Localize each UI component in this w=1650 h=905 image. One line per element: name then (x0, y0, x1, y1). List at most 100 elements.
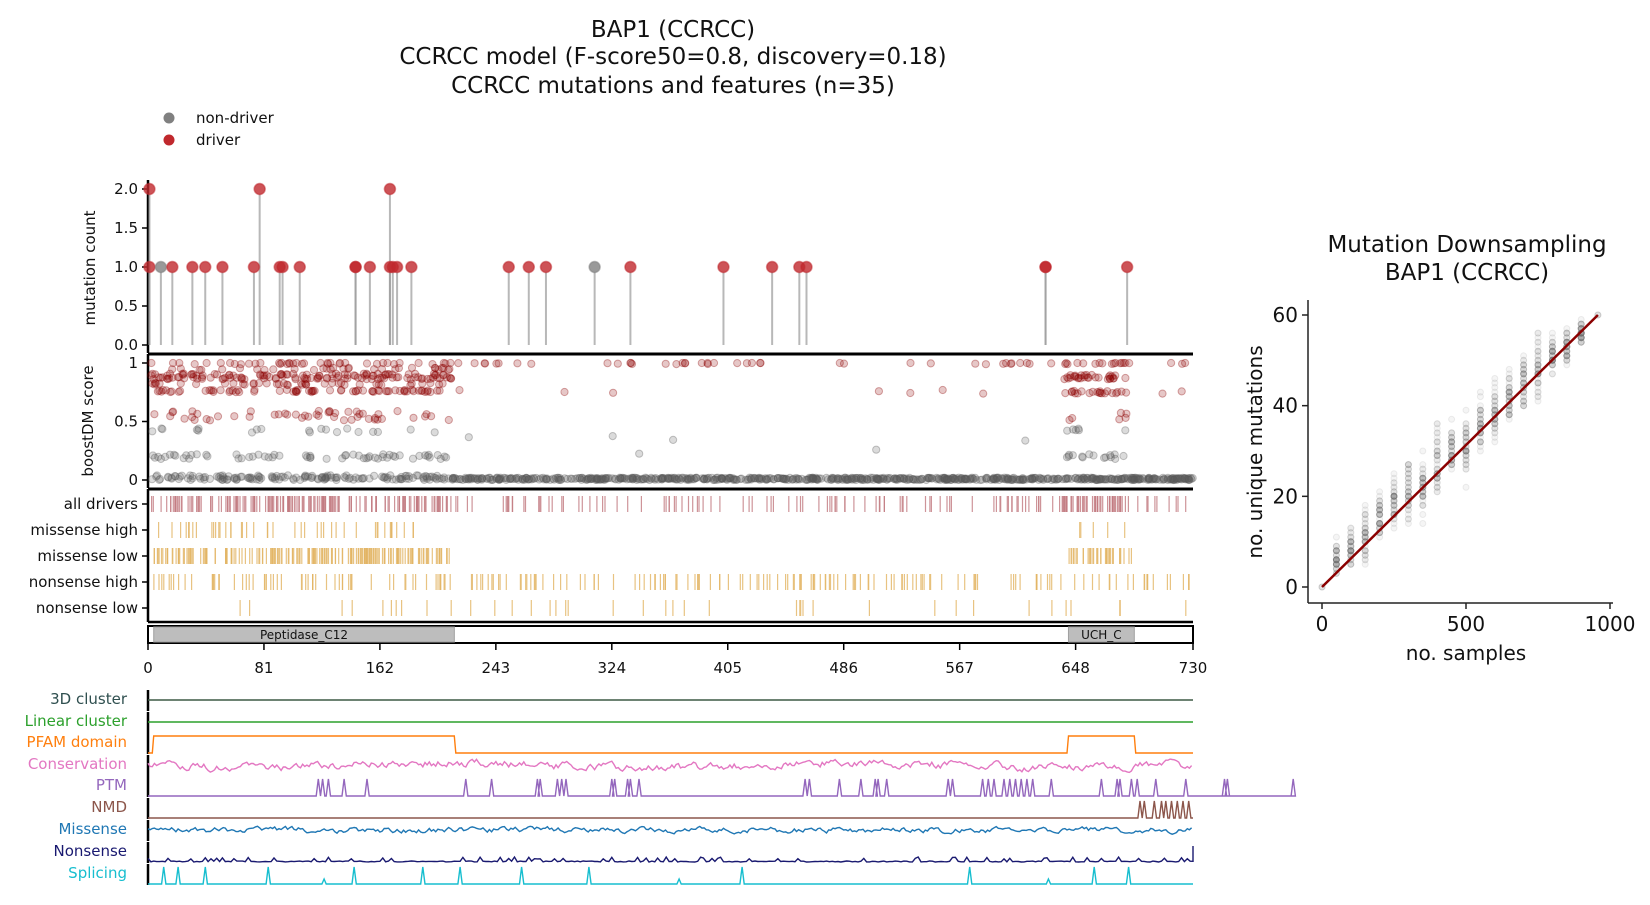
boostdm-non-driver-point (332, 473, 341, 482)
boostdm-non-driver-point (575, 474, 584, 483)
boostdm-driver-point (276, 370, 285, 379)
downsampling-point (1476, 406, 1484, 414)
boostdm-driver-point (277, 369, 286, 379)
boostdm-non-driver-point (1028, 474, 1037, 483)
boostdm-non-driver-point (354, 427, 363, 437)
downsampling-point (1448, 438, 1456, 446)
boostdm-non-driver-point (1087, 473, 1096, 482)
boostdm-non-driver-point (192, 450, 201, 459)
boostdm-non-driver-point (419, 472, 428, 481)
lollipop-driver-marker (276, 260, 289, 274)
boostdm-non-driver-point (464, 474, 473, 483)
boostdm-non-driver-point (645, 475, 654, 485)
boostdm-non-driver-point (1087, 475, 1096, 484)
boostdm-non-driver-point (952, 474, 961, 483)
downsampling-point (1332, 560, 1340, 568)
boostdm-driver-point (680, 359, 690, 368)
boostdm-driver-point (1077, 371, 1086, 380)
boostdm-driver-point (368, 387, 377, 396)
boostdm-non-driver-point (874, 475, 883, 484)
boostdm-non-driver-point (237, 454, 246, 463)
boostdm-non-driver-point (1000, 473, 1009, 482)
downsampling-point (1520, 393, 1528, 401)
boostdm-non-driver-point (661, 474, 670, 483)
lollipop-panel: mutation count 0.00.51.01.52.0 (81, 180, 1193, 356)
downsampling-point (1404, 465, 1412, 473)
boostdm-non-driver-point (365, 474, 374, 483)
x-tick-label: 405 (713, 659, 742, 677)
boostdm-driver-point (369, 387, 378, 396)
downsampling-point (1361, 560, 1369, 568)
downsampling-point (1361, 501, 1369, 509)
boostdm-non-driver-point (432, 475, 441, 484)
boostdm-non-driver-point (923, 473, 932, 483)
boostdm-non-driver-point (301, 451, 310, 460)
boostdm-non-driver-point (1071, 426, 1080, 435)
boostdm-non-driver-point (1029, 475, 1038, 484)
boostdm-non-driver-point (1015, 475, 1025, 484)
boostdm-non-driver-point (1100, 475, 1109, 484)
boostdm-non-driver-point (525, 475, 534, 484)
downsampling-point (1361, 506, 1369, 514)
boostdm-non-driver-point (477, 474, 487, 483)
boostdm-driver-point (285, 358, 294, 368)
boostdm-non-driver-point (868, 473, 877, 482)
boostdm-non-driver-point (741, 475, 750, 484)
downsampling-point (1548, 361, 1556, 369)
boostdm-driver-point (313, 374, 322, 383)
boostdm-non-driver-point (1121, 426, 1130, 435)
boostdm-non-driver-point (174, 474, 183, 484)
boostdm-driver-point (333, 373, 342, 382)
feature-line-conservation (147, 758, 1193, 774)
legend-marker-non-driver (163, 112, 175, 124)
boostdm-non-driver-point (1166, 475, 1175, 484)
boostdm-driver-point (357, 374, 366, 383)
boostdm-non-driver-point (725, 474, 734, 483)
boostdm-non-driver-point (690, 474, 699, 483)
downsampling-point (1520, 402, 1528, 410)
boostdm-driver-point (274, 410, 283, 419)
boostdm-non-driver-point (804, 475, 813, 484)
downsampling-point (1491, 424, 1499, 432)
boostdm-driver-point (1121, 413, 1130, 422)
boostdm-non-driver-point (827, 475, 836, 484)
boostdm-non-driver-point (494, 475, 503, 484)
boostdm-non-driver-point (308, 473, 317, 482)
downsampling-point (1404, 492, 1412, 500)
downsampling-point (1390, 488, 1398, 496)
boostdm-non-driver-point (435, 474, 444, 483)
downsampling-point (1390, 524, 1398, 532)
boostdm-driver-point (439, 358, 448, 368)
lollipop-ytick-label: 1.5 (114, 219, 138, 237)
boostdm-non-driver-point (260, 452, 269, 461)
boostdm-non-driver-point (669, 435, 678, 444)
lollipop-driver-marker (186, 260, 199, 274)
downsampling-point (1520, 397, 1528, 405)
boostdm-ytick-label: 0.5 (114, 413, 138, 431)
boostdm-non-driver-point (992, 473, 1001, 482)
lollipop-driver-marker (253, 182, 266, 196)
boostdm-non-driver-point (691, 473, 700, 483)
downsampling-point (1332, 560, 1340, 568)
downsampling-point (1419, 479, 1427, 487)
boostdm-driver-point (163, 371, 172, 380)
boostdm-non-driver-point (908, 475, 917, 484)
boostdm-non-driver-point (1114, 474, 1123, 483)
boostdm-non-driver-point (220, 474, 229, 483)
boostdm-driver-point (349, 387, 358, 396)
boostdm-driver-point (168, 358, 178, 368)
downsampling-point (1332, 556, 1340, 564)
boostdm-non-driver-point (397, 475, 407, 484)
boostdm-driver-point (1109, 374, 1118, 383)
boostdm-non-driver-point (960, 475, 969, 484)
boostdm-driver-point (1080, 373, 1089, 382)
boostdm-driver-point (175, 358, 184, 368)
boostdm-non-driver-point (797, 474, 806, 483)
boostdm-driver-point (756, 358, 765, 368)
boostdm-non-driver-point (332, 473, 342, 482)
boostdm-driver-point (418, 374, 427, 383)
boostdm-non-driver-point (608, 432, 617, 441)
boostdm-driver-point (220, 379, 230, 388)
boostdm-non-driver-point (1106, 451, 1115, 460)
boostdm-driver-point (258, 371, 267, 380)
